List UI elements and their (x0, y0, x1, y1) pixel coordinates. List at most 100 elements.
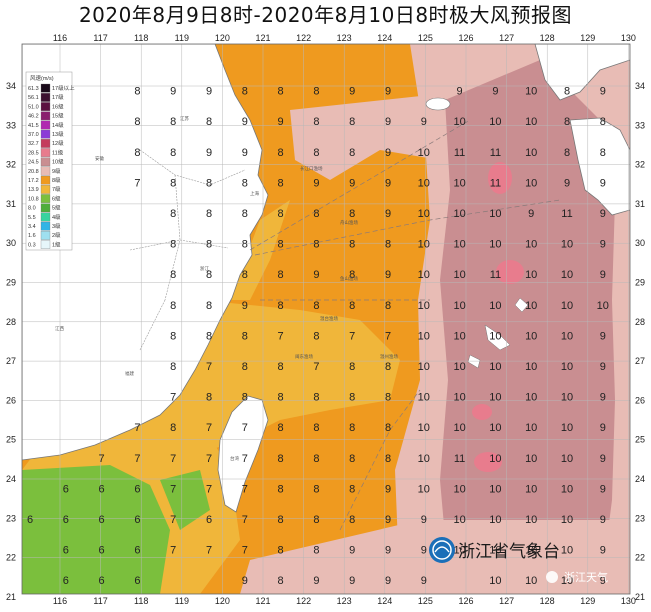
wind-level-value: 10 (561, 392, 573, 404)
wind-level-value: 10 (525, 86, 537, 98)
longitude-label-bottom: 128 (540, 596, 555, 606)
legend-level: 3级 (52, 222, 61, 230)
legend-swatch (40, 185, 51, 194)
wind-level-value: 7 (170, 545, 176, 557)
wind-level-value: 10 (561, 361, 573, 373)
wind-level-value: 9 (600, 208, 606, 220)
latitude-label-left: 31 (6, 199, 16, 209)
longitude-label-top: 126 (458, 33, 473, 43)
sea-zone-9-north (290, 95, 440, 180)
legend-range: 24.5 (28, 160, 39, 166)
map-title: 2020年8月9日8时-2020年8月10日8时极大风预报图 (78, 3, 573, 27)
wind-level-value: 8 (170, 208, 176, 220)
wind-level-value: 9 (421, 116, 427, 128)
sea-zone-11-d (472, 404, 492, 420)
wind-level-value: 9 (242, 300, 248, 312)
wind-level-value: 9 (600, 269, 606, 281)
wind-level-value: 11 (454, 453, 465, 465)
legend-level: 10级 (52, 158, 64, 166)
wind-level-value: 8 (349, 483, 355, 495)
wind-level-value: 8 (564, 147, 570, 159)
wind-level-value: 9 (457, 86, 463, 98)
wind-level-value: 8 (313, 545, 319, 557)
wind-level-value: 9 (349, 177, 355, 189)
latitude-label-right: 22 (635, 553, 645, 563)
wind-level-value: 10 (525, 545, 537, 557)
wind-level-value: 8 (170, 422, 176, 434)
latitude-label-right: 28 (635, 317, 645, 327)
wind-level-value: 8 (278, 177, 284, 189)
wind-level-value: 8 (242, 239, 248, 251)
wind-level-value: 10 (418, 453, 430, 465)
wind-level-value: 9 (170, 86, 176, 98)
wind-level-value: 7 (206, 453, 212, 465)
sea-zone-11-c (474, 452, 502, 472)
latitude-label-right: 26 (635, 395, 645, 405)
wind-level-value: 9 (528, 208, 534, 220)
legend-swatch (40, 175, 51, 185)
wind-level-value: 9 (600, 86, 606, 98)
longitude-label-top: 118 (134, 33, 148, 43)
wind-level-value: 10 (525, 453, 537, 465)
province-label-zhejiang: 浙江 (200, 265, 209, 272)
legend-swatch (40, 157, 51, 167)
wind-level-value: 7 (242, 453, 248, 465)
longitude-label-bottom: 126 (458, 596, 473, 606)
legend-swatch (40, 231, 51, 240)
sea-label-changjiangkou: 长江口渔场 (300, 165, 323, 172)
latitude-label-right: 30 (635, 238, 645, 248)
wind-level-value: 9 (385, 86, 391, 98)
wind-level-value: 10 (453, 545, 465, 557)
wind-level-value: 9 (349, 575, 355, 587)
wind-level-value: 10 (489, 330, 501, 342)
latitude-label-left: 33 (6, 120, 16, 130)
longitude-label-top: 117 (93, 33, 107, 43)
wind-level-value: 7 (134, 453, 140, 465)
wind-level-value: 8 (385, 392, 391, 404)
wind-level-value: 9 (385, 177, 391, 189)
wind-level-value: 10 (525, 300, 537, 312)
wind-level-value: 7 (170, 392, 176, 404)
legend-level: 13级 (52, 130, 64, 138)
wind-level-value: 9 (600, 575, 606, 587)
wind-level-value: 10 (453, 392, 465, 404)
wind-level-value: 10 (561, 330, 573, 342)
wind-level-value: 10 (453, 116, 465, 128)
longitude-label-bottom: 123 (337, 596, 352, 606)
wind-level-value: 10 (525, 514, 537, 526)
brand-block: 浙江省气象台 (429, 537, 560, 563)
wind-level-value: 10 (489, 300, 501, 312)
wind-level-value: 10 (561, 269, 573, 281)
wind-level-value: 8 (206, 300, 212, 312)
wind-level-value: 9 (421, 545, 427, 557)
longitude-label-bottom: 125 (418, 596, 433, 606)
wind-level-value: 8 (313, 239, 319, 251)
wind-level-value: 8 (242, 86, 248, 98)
wind-level-value: 8 (278, 392, 284, 404)
wind-level-value: 10 (489, 514, 501, 526)
wind-level-value: 9 (206, 147, 212, 159)
province-label-shanghai: 上海 (250, 190, 259, 197)
wind-level-value: 8 (278, 514, 284, 526)
legend-swatch (40, 203, 51, 213)
legend-range: 13.9 (28, 187, 39, 193)
wind-level-value: 8 (206, 239, 212, 251)
wind-level-value: 10 (489, 483, 501, 495)
wind-level-value: 7 (206, 361, 212, 373)
wind-level-value: 8 (170, 239, 176, 251)
legend-range: 28.5 (28, 150, 39, 156)
latitude-label-left: 27 (6, 356, 16, 366)
legend-range: 46.2 (28, 114, 39, 120)
wind-level-value: 8 (170, 147, 176, 159)
wind-level-value: 7 (242, 545, 248, 557)
wind-level-value: 8 (134, 86, 140, 98)
wind-level-value: 6 (134, 483, 140, 495)
wind-level-value: 8 (600, 116, 606, 128)
wind-level-value: 8 (242, 361, 248, 373)
wind-level-value: 10 (418, 422, 430, 434)
wind-level-value: 8 (170, 269, 176, 281)
legend-range: 17.2 (28, 178, 39, 184)
wind-level-value: 7 (242, 483, 248, 495)
longitude-label-top: 120 (215, 33, 230, 43)
